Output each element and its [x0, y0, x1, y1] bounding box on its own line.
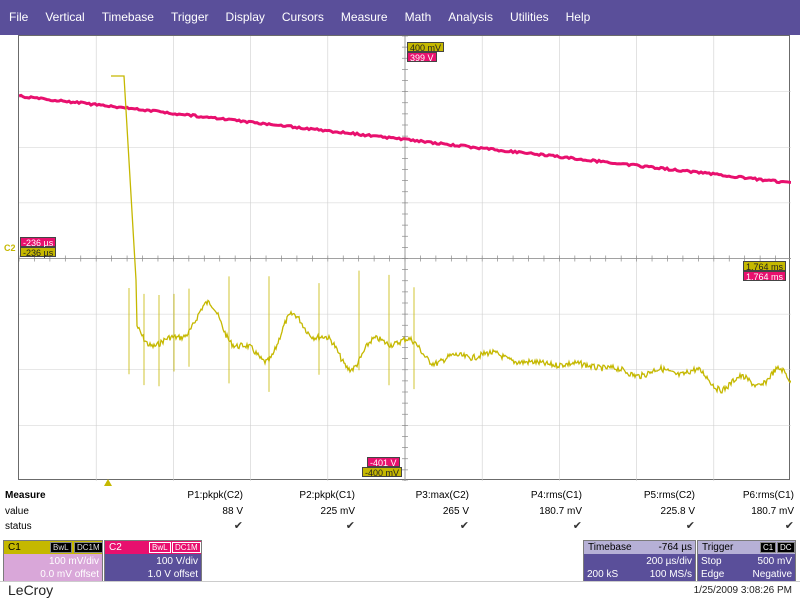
c2-offset: 1.0 V offset — [148, 569, 198, 580]
menu-measure[interactable]: Measure — [332, 0, 396, 35]
timebase-rate: 100 MS/s — [650, 569, 692, 580]
menu-timebase[interactable]: Timebase — [93, 0, 162, 35]
menu-cursors[interactable]: Cursors — [273, 0, 332, 35]
menu-bar: File Vertical Timebase Trigger Display Cursor… — [0, 0, 800, 35]
measure-param-name: P2:pkpk(C1) — [235, 490, 355, 501]
trigger-type: Edge — [701, 569, 724, 580]
measure-status-label: status — [5, 521, 32, 532]
measure-value-label: value — [5, 506, 29, 517]
c1-top-marker: 400 mV — [407, 42, 444, 52]
menu-math[interactable]: Math — [396, 0, 440, 35]
c1-bw-tag: BwL — [50, 542, 72, 553]
c1-offset: 0.0 mV offset — [40, 569, 99, 580]
menu-file[interactable]: File — [0, 0, 36, 35]
trigger-slope: Negative — [753, 569, 792, 580]
measure-param-name: P6:rms(C1) — [674, 490, 794, 501]
c1-bottom-marker: -400 mV — [362, 467, 402, 477]
c2-scale: 100 V/div — [156, 556, 198, 567]
timebase-samples: 200 kS — [587, 569, 618, 580]
trigger-position-icon — [104, 479, 112, 486]
c1-left-marker: -236 µs — [20, 247, 56, 257]
c1-channel-panel[interactable]: C1 BwL DC1M 100 mV/div 0.0 mV offset — [3, 540, 103, 582]
status-check-icon: ✔ — [349, 519, 469, 532]
measure-param-value: 225 mV — [235, 506, 355, 517]
status-check-icon: ✔ — [462, 519, 582, 532]
trigger-coupling-tag: DC — [777, 542, 795, 553]
menu-display[interactable]: Display — [217, 0, 273, 35]
status-check-icon: ✔ — [674, 519, 794, 532]
c2-channel-panel[interactable]: C2 BwL DC1M 100 V/div 1.0 V offset — [104, 540, 202, 582]
measure-param-name: P4:rms(C1) — [462, 490, 582, 501]
measure-param-value: 265 V — [349, 506, 469, 517]
c2-coupling-tag: DC1M — [172, 542, 201, 553]
c1-waveform — [111, 76, 791, 393]
timebase-label: Timebase — [588, 542, 632, 553]
menu-vertical[interactable]: Vertical — [36, 0, 92, 35]
menu-help[interactable]: Help — [557, 0, 599, 35]
timebase-scale: 200 µs/div — [646, 556, 692, 567]
c2-top-marker: 399 V — [407, 52, 437, 62]
measure-param-value: 88 V — [123, 506, 243, 517]
timebase-panel[interactable]: Timebase -764 µs 200 µs/div 200 kS 100 M… — [583, 540, 696, 582]
measure-table: Measure value status P1:pkpk(C2) 88 V ✔ P2:… — [0, 488, 800, 538]
menu-utilities[interactable]: Utilities — [501, 0, 557, 35]
channel-ground-tag: C2 — [4, 243, 16, 253]
measure-param-name: P3:max(C2) — [349, 490, 469, 501]
c1-scale: 100 mV/div — [49, 556, 99, 567]
measure-param-value: 180.7 mV — [674, 506, 794, 517]
measure-param-name: P1:pkpk(C2) — [123, 490, 243, 501]
menu-trigger[interactable]: Trigger — [162, 0, 217, 35]
brand-logo: LeCroy — [8, 582, 53, 598]
c1-right-marker: 1.764 ms — [743, 261, 786, 271]
trigger-label: Trigger — [702, 542, 733, 553]
status-check-icon: ✔ — [123, 519, 243, 532]
c2-bottom-marker: -401 V — [367, 457, 400, 467]
c1-coupling-tag: DC1M — [74, 542, 103, 553]
scope-display[interactable]: 400 mV 399 V -236 µs -236 µs 1.764 ms 1.… — [18, 35, 790, 480]
c2-right-marker: 1.764 ms — [743, 271, 786, 281]
c2-panel-label: C2 — [109, 542, 122, 553]
c1-panel-label: C1 — [8, 542, 21, 553]
trigger-level: 500 mV — [758, 556, 792, 567]
measure-param-value: 180.7 mV — [462, 506, 582, 517]
waveform-area — [19, 36, 791, 481]
measure-title: Measure — [5, 490, 46, 501]
timebase-delay: -764 µs — [658, 541, 692, 554]
status-datetime: 1/25/2009 3:08:26 PM — [620, 585, 792, 596]
c2-bw-tag: BwL — [149, 542, 171, 553]
status-check-icon: ✔ — [235, 519, 355, 532]
c2-left-marker: -236 µs — [20, 237, 56, 247]
trigger-source-tag: C1 — [760, 542, 776, 553]
menu-analysis[interactable]: Analysis — [439, 0, 501, 35]
trigger-panel[interactable]: Trigger C1 DC Stop 500 mV Edge Negative — [697, 540, 796, 582]
trigger-mode: Stop — [701, 556, 722, 567]
footer-divider — [0, 581, 800, 582]
